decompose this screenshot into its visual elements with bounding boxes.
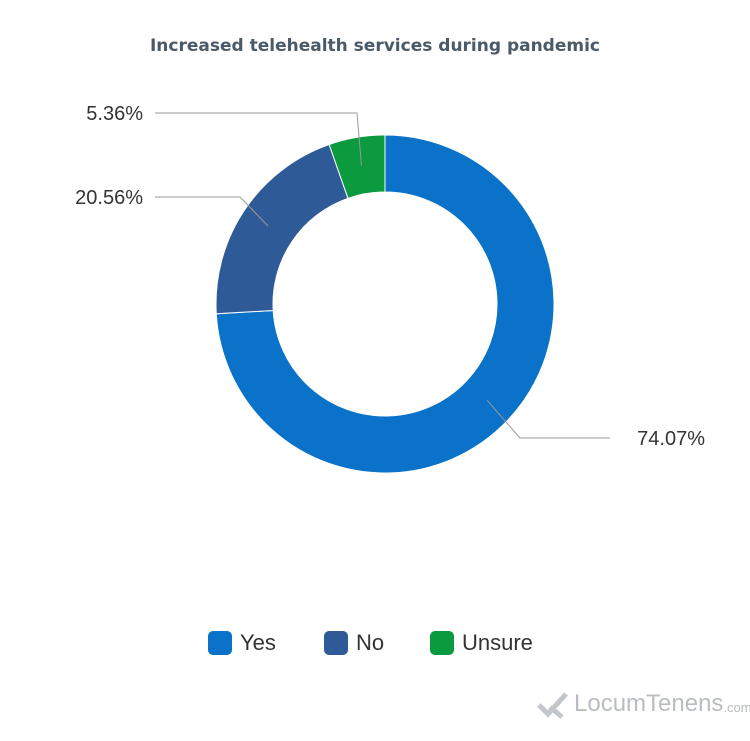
legend-label-no: No <box>356 630 385 655</box>
legend-label-yes: Yes <box>240 630 276 655</box>
legend-swatch-yes <box>208 631 232 655</box>
chart-title: Increased telehealth services during pan… <box>149 36 601 56</box>
brand-logo: LocumTenens .com <box>536 689 750 719</box>
logo-suffix: .com <box>723 699 750 715</box>
logo-text: LocumTenens <box>574 690 724 717</box>
checkmark-logo-icon <box>537 692 568 719</box>
legend-swatch-no <box>324 631 348 655</box>
leader-line-yes <box>486 400 610 439</box>
legend-item-unsure[interactable]: Unsure <box>430 630 533 656</box>
legend-item-yes[interactable]: Yes <box>208 630 276 656</box>
slice-unsure[interactable] <box>328 134 386 199</box>
legend-swatch-unsure <box>430 631 454 655</box>
data-label-no: 20.56% <box>75 187 143 209</box>
legend-label-unsure: Unsure <box>462 630 533 655</box>
data-label-yes: 74.07% <box>637 428 705 450</box>
legend-item-no[interactable]: No <box>324 630 384 656</box>
leader-line-unsure <box>155 112 362 166</box>
slice-no[interactable] <box>215 143 349 315</box>
data-label-unsure: 5.36% <box>86 103 143 125</box>
slice-yes[interactable] <box>215 134 555 474</box>
leader-line-no <box>155 196 269 227</box>
